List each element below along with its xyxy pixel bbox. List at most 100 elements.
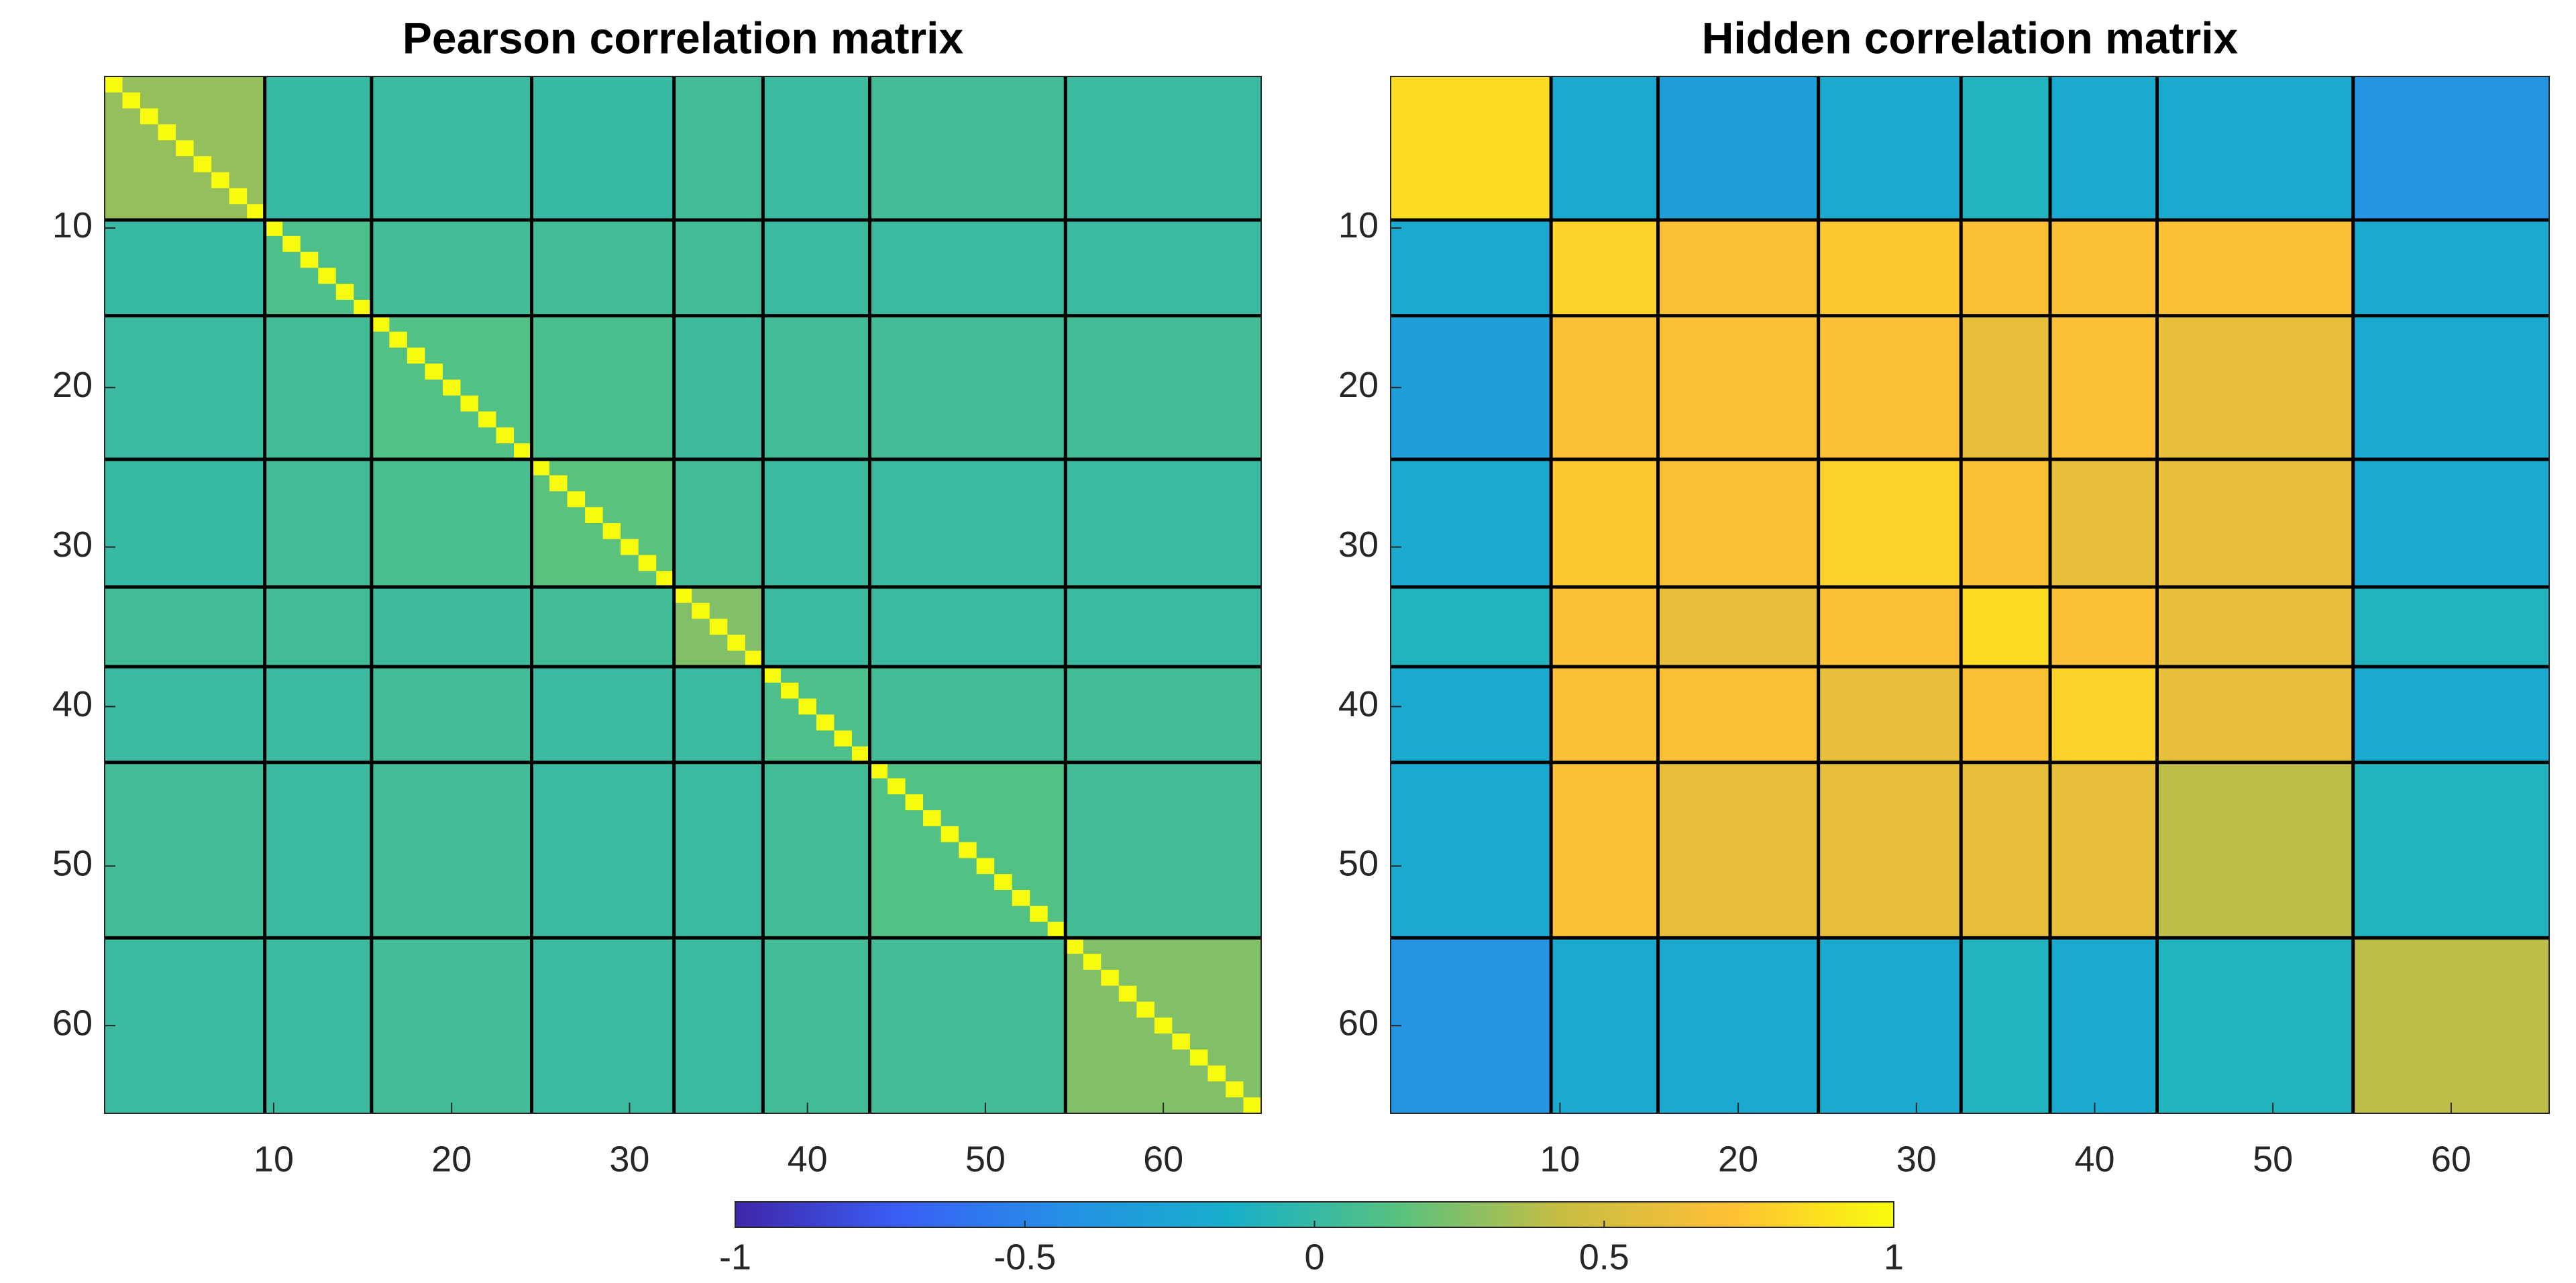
diagonal-cell xyxy=(105,76,123,93)
heatmap-block xyxy=(2353,667,2550,763)
heatmap-block xyxy=(1065,667,1262,763)
heatmap-block xyxy=(1551,315,1659,460)
diagonal-cell xyxy=(1083,954,1102,970)
heatmap-block xyxy=(2157,220,2354,317)
heatmap-block xyxy=(1961,762,2051,938)
heatmap-block xyxy=(2050,667,2157,763)
heatmap-block xyxy=(869,220,1066,317)
heatmap-block xyxy=(1391,220,1552,317)
heatmap-block xyxy=(371,762,533,938)
diagonal-cell xyxy=(869,762,888,779)
heatmap-block xyxy=(1658,667,1819,763)
heatmap-block xyxy=(371,459,533,588)
diagonal-cell xyxy=(976,858,995,875)
heatmap-block xyxy=(2353,220,2550,317)
heatmap-block xyxy=(105,938,266,1114)
diagonal-cell xyxy=(1243,1097,1261,1113)
diagonal-cell xyxy=(531,459,550,476)
heatmap-block xyxy=(264,459,372,588)
diagonal-cell xyxy=(798,698,816,715)
chart-title: Hidden correlation matrix xyxy=(1702,13,2239,62)
heatmap-block xyxy=(1391,938,1552,1114)
x-tick-label: 10 xyxy=(1540,1139,1580,1179)
diagonal-cell xyxy=(229,188,248,205)
diagonal-cell xyxy=(834,730,852,746)
heatmap-block xyxy=(674,220,763,317)
diagonal-cell xyxy=(745,651,763,667)
heatmap-block xyxy=(763,459,870,588)
heatmap-block xyxy=(763,315,870,460)
heatmap-block xyxy=(763,762,870,938)
heatmap-block xyxy=(2157,587,2354,667)
diagonal-cell xyxy=(621,539,639,555)
heatmap-block xyxy=(1065,762,1262,938)
colorbar-tick-label: 0 xyxy=(1304,1237,1324,1277)
heatmap-block xyxy=(1658,762,1819,938)
diagonal-cell xyxy=(425,364,443,380)
diagonal-cell xyxy=(692,602,710,619)
heatmap-block xyxy=(1658,587,1819,667)
y-tick-label: 60 xyxy=(52,1003,93,1043)
heatmap-block xyxy=(264,76,372,221)
diagonal-cell xyxy=(176,140,194,156)
diagonal-cell xyxy=(816,714,835,731)
heatmap-block xyxy=(105,459,266,588)
diagonal-cell xyxy=(282,235,301,252)
heatmap-block xyxy=(674,667,763,763)
heatmap-block xyxy=(105,587,266,667)
y-tick-label: 10 xyxy=(52,205,93,245)
heatmap-block xyxy=(2157,762,2354,938)
diagonal-cell xyxy=(442,379,461,396)
heatmap-block xyxy=(1961,459,2051,588)
diagonal-cell xyxy=(994,874,1012,891)
heatmap-block xyxy=(763,76,870,221)
diagonal-cell xyxy=(389,331,407,348)
heatmap-block xyxy=(1551,587,1659,667)
diagonal-cell xyxy=(211,172,229,188)
heatmap-block xyxy=(264,315,372,460)
heatmap-block xyxy=(869,315,1066,460)
heatmap-block xyxy=(869,459,1066,588)
heatmap-block xyxy=(2353,762,2550,938)
heatmap-block xyxy=(1391,762,1552,938)
colorbar-tick-label: -0.5 xyxy=(994,1237,1056,1277)
heatmap-block xyxy=(1818,220,1962,317)
diagonal-cell xyxy=(122,92,141,109)
y-tick-label: 50 xyxy=(1338,844,1379,884)
diagonal-cell xyxy=(460,395,478,412)
heatmap-block xyxy=(1658,938,1819,1114)
x-tick-label: 50 xyxy=(2253,1139,2293,1179)
heatmap-block xyxy=(105,667,266,763)
x-tick-label: 40 xyxy=(788,1139,828,1179)
heatmap-block xyxy=(1551,938,1659,1114)
diagonal-cell xyxy=(318,268,336,284)
x-tick-label: 10 xyxy=(254,1139,294,1179)
heatmap-block xyxy=(1818,667,1962,763)
diagonal-cell xyxy=(727,634,745,651)
diagonal-cell xyxy=(193,156,212,172)
heatmap-block xyxy=(264,587,372,667)
x-tick-label: 60 xyxy=(2431,1139,2471,1179)
y-tick-label: 60 xyxy=(1338,1003,1379,1043)
heatmap-block xyxy=(1391,76,1552,221)
heatmap-block xyxy=(2050,76,2157,221)
colorbar-tick-label: 0.5 xyxy=(1579,1237,1629,1277)
heatmap-block xyxy=(105,762,266,938)
heatmap-block xyxy=(2353,76,2550,221)
y-tick-label: 30 xyxy=(1338,524,1379,565)
diagonal-cell xyxy=(905,794,924,811)
heatmap-block xyxy=(531,76,675,221)
heatmap-block xyxy=(105,220,266,317)
heatmap-block xyxy=(264,667,372,763)
heatmap-block xyxy=(531,762,675,938)
diagonal-cell xyxy=(923,810,941,826)
heatmap-block xyxy=(2050,315,2157,460)
heatmap-block xyxy=(1818,315,1962,460)
heatmap-block xyxy=(531,587,675,667)
x-tick-label: 30 xyxy=(609,1139,649,1179)
heatmap-block xyxy=(1658,220,1819,317)
heatmap-block xyxy=(2353,459,2550,588)
heatmap-block xyxy=(1551,220,1659,317)
heatmap-block xyxy=(531,315,675,460)
